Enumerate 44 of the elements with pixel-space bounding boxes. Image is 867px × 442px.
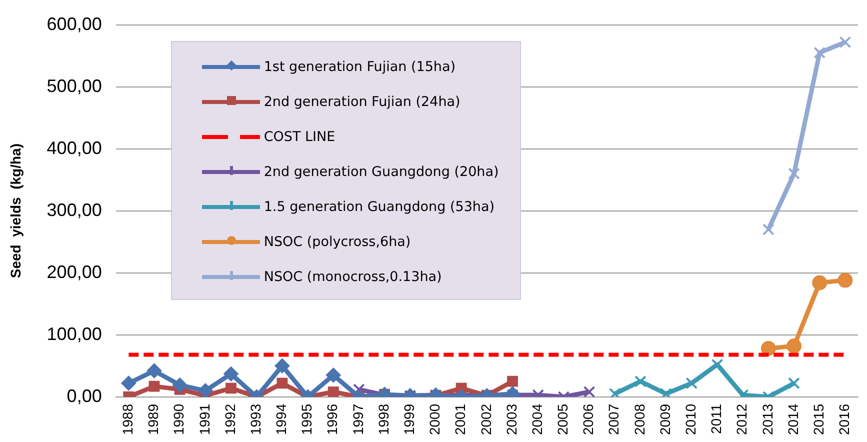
x-tick-label: 2012 <box>734 404 750 436</box>
y-tick-label: 500,00 <box>46 76 102 96</box>
x-tick-label: 1992 <box>222 404 238 436</box>
x-tick-label: 2013 <box>759 404 776 436</box>
x-tick-label: 1989 <box>145 404 162 436</box>
x-tick-label: 2015 <box>810 404 826 436</box>
x-tick-label: 2003 <box>503 404 520 436</box>
x-tick-label: 2014 <box>784 404 801 436</box>
x-tick-label: 2001 <box>452 404 468 436</box>
x-tick-label: 1996 <box>324 404 340 436</box>
legend-label: NSOC (polycross,6ha) <box>264 234 411 250</box>
x-tick-label: 2009 <box>656 404 673 436</box>
x-tick-label: 1990 <box>170 404 187 436</box>
x-tick-label: 1999 <box>401 404 418 436</box>
x-tick-label: 1991 <box>196 404 212 436</box>
x-tick-label: 1998 <box>375 404 392 436</box>
x-tick-label: 1993 <box>247 404 264 436</box>
y-tick-label: 300,00 <box>46 200 102 220</box>
y-axis-title: Seed yields (kg/ha) <box>7 144 24 278</box>
x-tick-label: 1997 <box>350 404 366 436</box>
legend-label: 2nd generation Fujian (24ha) <box>264 94 460 110</box>
legend-label: COST LINE <box>264 129 336 146</box>
x-tick-label: 1995 <box>298 404 315 436</box>
legend-label: 1st generation Fujian (15ha) <box>264 59 456 76</box>
x-tick-label: 2005 <box>554 404 571 436</box>
x-tick-label: 2002 <box>478 404 494 436</box>
x-tick-label: 1988 <box>120 404 136 436</box>
x-tick-label: 2000 <box>426 404 443 436</box>
legend-label: 2nd generation Guangdong (20ha) <box>264 164 499 180</box>
x-tick-label: 2007 <box>606 404 622 436</box>
y-tick-label: 200,00 <box>46 262 102 282</box>
x-tick-label: 2008 <box>631 404 648 436</box>
x-tick-label: 2006 <box>580 404 596 436</box>
y-tick-label: 0,00 <box>66 386 102 406</box>
x-tick-label: 1994 <box>273 404 290 436</box>
legend-label: 1.5 generation Guangdong (53ha) <box>264 199 495 216</box>
legend-label: NSOC (monocross,0.13ha) <box>264 269 442 286</box>
x-tick-label: 2004 <box>528 404 545 436</box>
y-tick-label: 400,00 <box>46 138 102 158</box>
x-tick-label: 2016 <box>836 404 852 436</box>
x-tick-label: 2011 <box>708 404 724 434</box>
x-tick-label: 2010 <box>682 404 699 436</box>
y-tick-label: 100,00 <box>46 324 102 344</box>
y-tick-label: 600,00 <box>46 14 102 34</box>
